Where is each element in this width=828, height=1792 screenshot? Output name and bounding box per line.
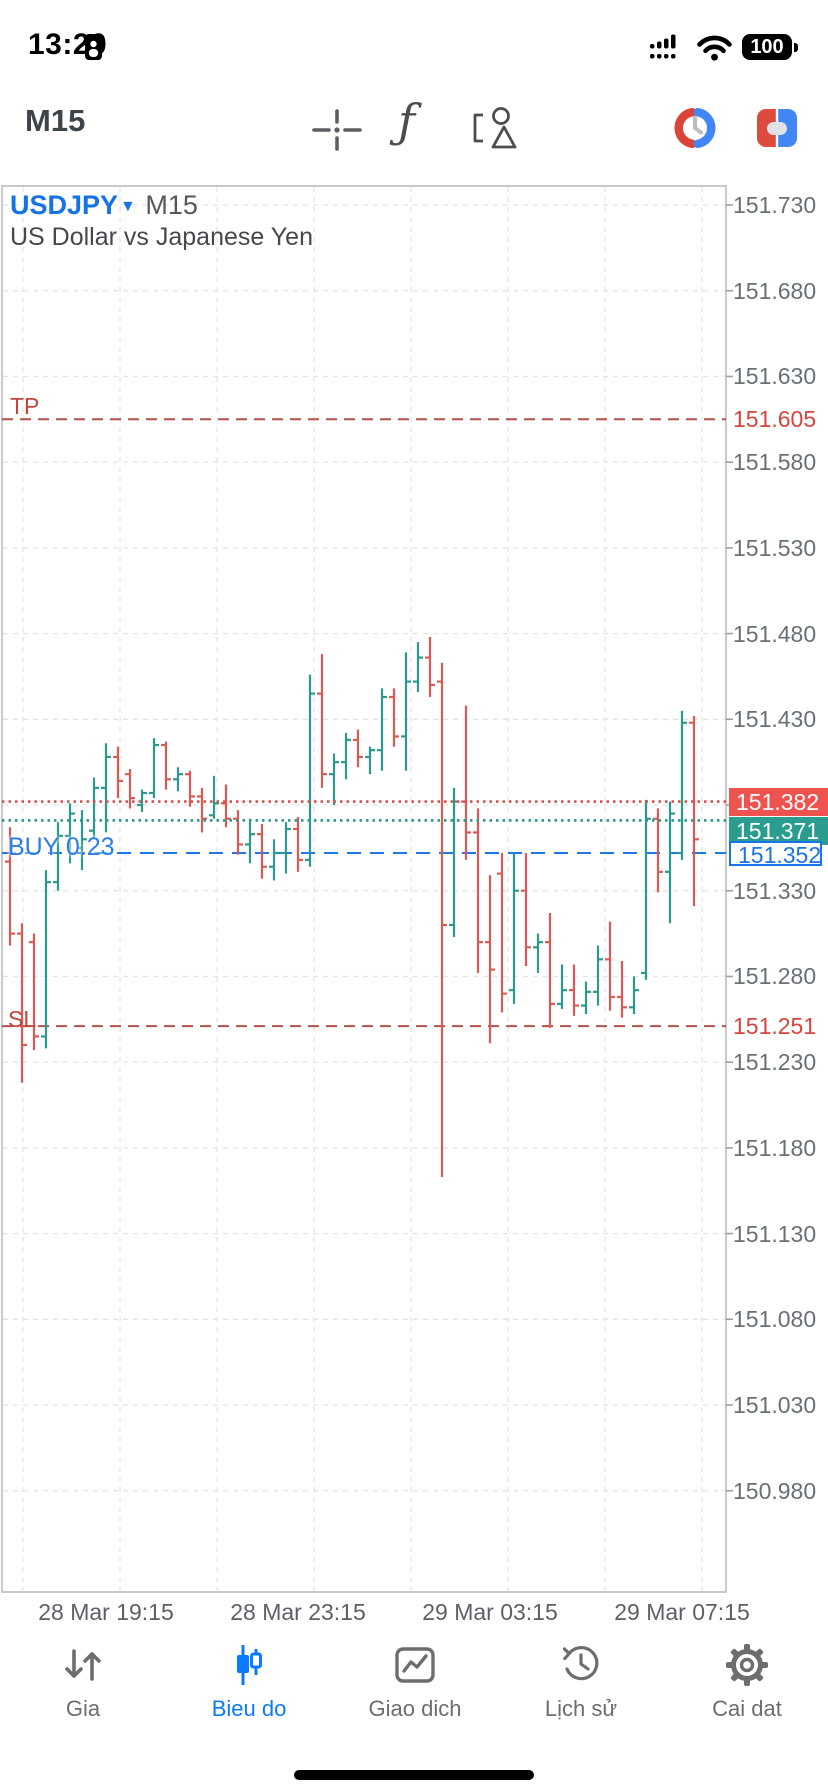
battery-nub bbox=[794, 43, 798, 52]
history-clock-icon bbox=[557, 1640, 605, 1690]
ohlc-bar bbox=[257, 823, 267, 879]
ohlc-bar bbox=[413, 642, 423, 692]
nav-label: Bieu do bbox=[211, 1696, 287, 1721]
wifi-icon bbox=[697, 35, 732, 61]
ohlc-bar bbox=[137, 789, 147, 812]
home-indicator[interactable] bbox=[294, 1770, 534, 1780]
ohlc-bar bbox=[317, 654, 327, 788]
ohlc-bar bbox=[233, 810, 243, 855]
ohlc-bar bbox=[269, 839, 279, 881]
ohlc-bar bbox=[89, 777, 99, 840]
nav-item-history[interactable]: Lịch sử bbox=[498, 1640, 664, 1750]
tp-level-label[interactable]: TP bbox=[10, 393, 40, 419]
ohlc-bar bbox=[389, 688, 399, 747]
ohlc-bar bbox=[653, 808, 663, 893]
nav-item-trade[interactable]: Giao dich bbox=[332, 1640, 498, 1750]
ohlc-bar bbox=[197, 787, 207, 833]
ohlc-bar bbox=[509, 853, 519, 1004]
ohlc-bar bbox=[365, 746, 375, 775]
ohlc-bar bbox=[485, 875, 495, 1044]
sl-level-label[interactable]: SL bbox=[8, 1006, 37, 1032]
settings-gear-icon bbox=[723, 1640, 771, 1690]
ohlc-bar bbox=[161, 741, 171, 790]
ohlc-bar bbox=[245, 818, 255, 864]
ohlc-bar bbox=[629, 976, 639, 1015]
ohlc-bar bbox=[329, 753, 339, 806]
ohlc-bar bbox=[113, 746, 123, 799]
time-axis-label: 28 Mar 23:15 bbox=[230, 1599, 366, 1625]
ohlc-bar bbox=[665, 801, 675, 924]
symbol-description: US Dollar vs Japanese Yen bbox=[10, 223, 313, 251]
ohlc-bar bbox=[617, 961, 627, 1018]
ohlc-bar bbox=[5, 827, 15, 946]
ohlc-bar bbox=[341, 733, 351, 780]
ohlc-bar bbox=[533, 933, 543, 974]
price-chart[interactable] bbox=[0, 185, 828, 1593]
crosshair-icon[interactable] bbox=[311, 104, 363, 156]
chart-symbol-header[interactable]: USDJPY ▼ M15 bbox=[10, 190, 198, 221]
ohlc-bar bbox=[437, 662, 447, 1178]
ohlc-bar bbox=[605, 921, 615, 1011]
economic-calendar-icon[interactable] bbox=[672, 105, 718, 151]
nav-item-chart[interactable]: Bieu do bbox=[166, 1640, 332, 1750]
nav-item-quotes[interactable]: Gia bbox=[0, 1640, 166, 1750]
ohlc-bar bbox=[65, 803, 75, 864]
quotes-arrows-icon bbox=[59, 1640, 107, 1690]
ohlc-bar bbox=[521, 853, 531, 967]
focus-mode-icon bbox=[85, 34, 102, 60]
battery-icon: 100 bbox=[742, 34, 792, 60]
cellular-signal-icon bbox=[650, 34, 676, 59]
ohlc-bar bbox=[461, 705, 471, 860]
chat-icon[interactable] bbox=[755, 105, 799, 151]
ohlc-bar bbox=[557, 964, 567, 1010]
indicators-icon[interactable]: ƒ bbox=[398, 94, 416, 148]
chart-timeframe: M15 bbox=[145, 190, 198, 220]
ohlc-bar bbox=[641, 799, 651, 980]
nav-label: Lịch sử bbox=[544, 1696, 618, 1721]
ohlc-bar bbox=[173, 767, 183, 792]
ohlc-bar bbox=[497, 853, 507, 1013]
ohlc-bar bbox=[377, 688, 387, 771]
ohlc-bar bbox=[473, 808, 483, 974]
ohlc-bar bbox=[449, 787, 459, 938]
nav-label: Cai dat bbox=[712, 1696, 782, 1721]
chart-candles-icon bbox=[225, 1640, 273, 1690]
ohlc-bar bbox=[401, 652, 411, 771]
ohlc-bar bbox=[689, 715, 699, 907]
ohlc-bar bbox=[41, 870, 51, 1049]
ohlc-bar bbox=[221, 784, 231, 828]
time-axis-label: 29 Mar 07:15 bbox=[614, 1599, 750, 1625]
ohlc-bar bbox=[545, 913, 555, 1028]
time-axis-label: 29 Mar 03:15 bbox=[422, 1599, 558, 1625]
ohlc-bar bbox=[593, 945, 603, 1006]
ohlc-bar bbox=[209, 775, 219, 819]
nav-label: Giao dich bbox=[368, 1696, 462, 1721]
ohlc-bar bbox=[17, 923, 27, 1083]
ohlc-bar bbox=[149, 738, 159, 799]
ohlc-bar bbox=[293, 817, 303, 872]
ohlc-bar bbox=[185, 770, 195, 807]
ohlc-bar bbox=[425, 637, 435, 698]
ohlc-bar bbox=[101, 743, 111, 833]
ohlc-bar bbox=[305, 674, 315, 867]
symbol-name[interactable]: USDJPY bbox=[10, 190, 119, 220]
trade-chart-icon bbox=[391, 1640, 439, 1690]
ohlc-bar bbox=[353, 729, 363, 768]
timeframe-button[interactable]: M15 bbox=[25, 103, 86, 138]
chart-border bbox=[1, 185, 727, 1593]
ohlc-bar bbox=[125, 769, 135, 809]
symbol-dropdown-caret[interactable]: ▼ bbox=[120, 198, 136, 215]
ohlc-bar bbox=[677, 710, 687, 860]
ohlc-bar bbox=[569, 964, 579, 1016]
buy-position-label[interactable]: BUY 0.23 bbox=[8, 833, 115, 861]
objects-icon[interactable] bbox=[468, 102, 518, 156]
time-axis-label: 28 Mar 19:15 bbox=[38, 1599, 174, 1625]
ohlc-bar bbox=[53, 822, 63, 891]
nav-item-settings[interactable]: Cai dat bbox=[664, 1640, 828, 1750]
ohlc-bar bbox=[581, 981, 591, 1015]
nav-label: Gia bbox=[65, 1696, 101, 1721]
ohlc-bar bbox=[29, 933, 39, 1051]
ohlc-bar bbox=[281, 822, 291, 874]
